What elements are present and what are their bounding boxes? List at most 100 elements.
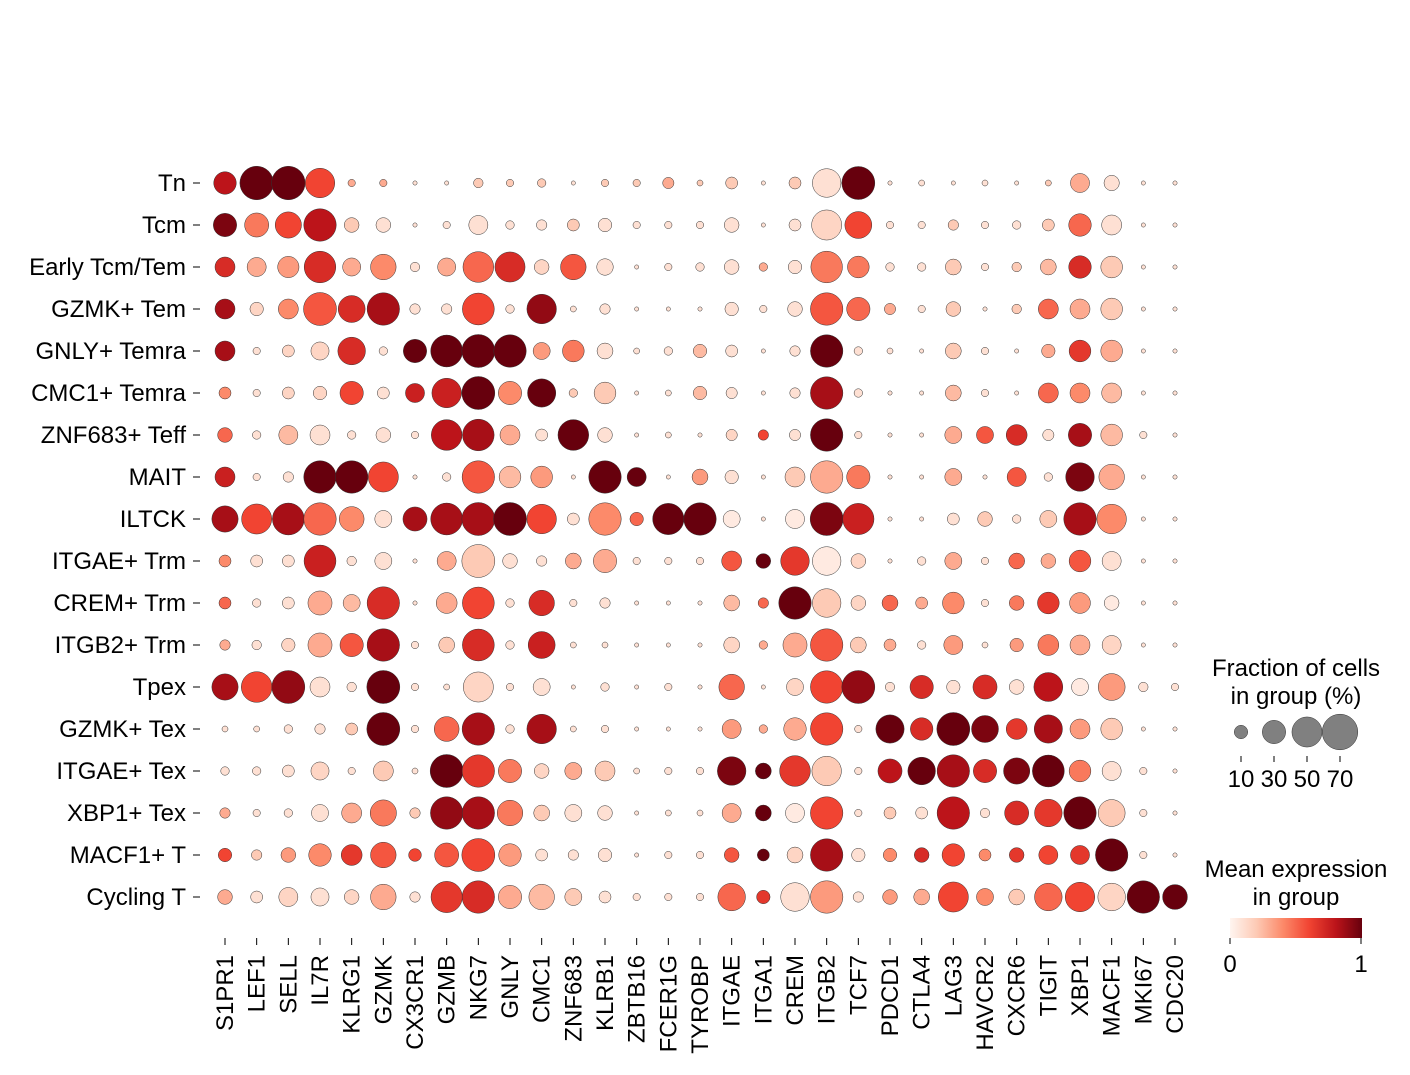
dot-mki67-row-10 bbox=[1140, 600, 1146, 606]
gene-label: IL7R bbox=[307, 955, 334, 1006]
color-legend-title-line1: Mean expression bbox=[1205, 856, 1388, 883]
dot-gnly-row-6 bbox=[499, 424, 521, 446]
dot-mki67-row-9 bbox=[1140, 558, 1146, 564]
dot-itga1-row-6 bbox=[757, 429, 769, 441]
group-label: ITGAE+ Trm bbox=[52, 548, 186, 575]
dot-tyrobp-row-17 bbox=[696, 893, 704, 901]
dot-itga1-row-2 bbox=[758, 262, 768, 272]
gene-label: CREM bbox=[782, 955, 809, 1026]
dot-itga1-row-12 bbox=[760, 684, 766, 690]
dot-zbtb16-row-3 bbox=[634, 306, 640, 312]
dot-gzmk-row-0 bbox=[379, 179, 388, 187]
dot-gzmb-row-6 bbox=[431, 419, 463, 451]
dot-pdcd1-row-6 bbox=[887, 432, 893, 438]
dot-tigit-row-16 bbox=[1038, 845, 1059, 865]
dot-lef1-row-7 bbox=[252, 473, 261, 481]
dot-fcer1g-row-16 bbox=[664, 851, 673, 859]
dot-havcr2-row-4 bbox=[981, 347, 989, 355]
dot-cx3cr1-row-4 bbox=[403, 339, 427, 363]
dot-itga1-row-7 bbox=[760, 474, 766, 480]
gene-label: CDC20 bbox=[1162, 955, 1189, 1034]
dot-gzmb-row-17 bbox=[430, 881, 463, 913]
gene-label: HAVCR2 bbox=[972, 955, 999, 1051]
dot-macf1-row-5 bbox=[1101, 382, 1122, 404]
dot-lef1-row-8 bbox=[241, 503, 272, 535]
dot-tyrobp-row-13 bbox=[697, 726, 703, 732]
dot-zbtb16-row-15 bbox=[634, 810, 640, 816]
dot-gnly-row-5 bbox=[498, 381, 522, 405]
dot-gnly-row-17 bbox=[498, 885, 522, 909]
dot-xbp1-row-16 bbox=[1070, 845, 1090, 865]
dot-ctla4-row-10 bbox=[915, 596, 928, 610]
dot-itgae-row-15 bbox=[721, 803, 742, 823]
gene-label: PDCD1 bbox=[877, 955, 904, 1036]
dot-fcer1g-row-6 bbox=[665, 431, 672, 439]
dot-xbp1-row-11 bbox=[1069, 634, 1091, 656]
gene-label: TYROBP bbox=[687, 955, 714, 1054]
dot-tyrobp-row-6 bbox=[697, 432, 703, 438]
dot-tcf7-row-6 bbox=[854, 431, 863, 439]
dot-gzmk-row-13 bbox=[366, 712, 401, 746]
dot-pdcd1-row-11 bbox=[883, 638, 897, 652]
group-label: CMC1+ Temra bbox=[31, 380, 187, 407]
dot-cxcr6-row-9 bbox=[1008, 552, 1025, 570]
dot-cx3cr1-row-17 bbox=[409, 891, 421, 903]
dot-lag3-row-12 bbox=[946, 680, 961, 694]
dot-sell-row-7 bbox=[282, 471, 294, 483]
dot-fcer1g-row-9 bbox=[664, 557, 673, 565]
dot-macf1-row-14 bbox=[1101, 761, 1122, 781]
dot-itga1-row-9 bbox=[755, 553, 771, 569]
dot-ctla4-row-16 bbox=[914, 847, 930, 863]
dot-gzmk-row-2 bbox=[370, 253, 397, 281]
dot-s1pr1-row-3 bbox=[214, 298, 236, 320]
dot-fcer1g-row-2 bbox=[664, 263, 673, 271]
dot-gzmb-row-3 bbox=[441, 303, 453, 315]
dot-znf683-row-5 bbox=[568, 388, 578, 398]
dot-sell-row-8 bbox=[272, 502, 305, 536]
dot-gnly-row-8 bbox=[493, 502, 527, 536]
dot-itgb2-row-6 bbox=[810, 418, 844, 452]
dot-s1pr1-row-16 bbox=[218, 848, 232, 862]
dot-klrg1-row-16 bbox=[340, 844, 363, 866]
dot-gzmb-row-2 bbox=[437, 257, 456, 277]
dot-zbtb16-row-9 bbox=[632, 557, 641, 565]
dot-tigit-row-13 bbox=[1033, 714, 1063, 744]
dot-xbp1-row-4 bbox=[1068, 339, 1092, 363]
gene-label: KLRG1 bbox=[339, 955, 366, 1034]
dot-gzmk-row-4 bbox=[378, 346, 388, 356]
gene-label: ITGB2 bbox=[814, 955, 841, 1024]
dot-ctla4-row-17 bbox=[913, 888, 930, 906]
dot-xbp1-row-14 bbox=[1068, 759, 1092, 783]
dot-tcf7-row-14 bbox=[854, 767, 863, 775]
group-label: ITGB2+ Trm bbox=[55, 632, 186, 659]
dot-klrb1-row-0 bbox=[601, 179, 609, 187]
dot-nkg7-row-15 bbox=[461, 796, 495, 830]
dot-cdc20-row-17 bbox=[1162, 884, 1188, 910]
dot-klrg1-row-2 bbox=[342, 257, 361, 277]
dot-cx3cr1-row-14 bbox=[411, 767, 419, 775]
dot-cx3cr1-row-3 bbox=[409, 303, 421, 315]
dot-cx3cr1-row-2 bbox=[409, 261, 421, 273]
dot-gzmk-row-12 bbox=[366, 670, 401, 704]
colorbar-min-label: 0 bbox=[1223, 951, 1236, 978]
dot-znf683-row-12 bbox=[570, 684, 576, 690]
dot-itgae-row-1 bbox=[724, 217, 740, 233]
dot-itgb2-row-14 bbox=[811, 755, 842, 787]
dot-sell-row-13 bbox=[283, 724, 293, 734]
dot-gzmk-row-17 bbox=[370, 883, 397, 911]
dot-zbtb16-row-16 bbox=[634, 852, 640, 858]
dot-tigit-row-5 bbox=[1038, 382, 1059, 404]
dot-gnly-row-7 bbox=[498, 465, 522, 489]
dot-sell-row-5 bbox=[282, 386, 295, 400]
dot-cdc20-row-8 bbox=[1172, 516, 1178, 522]
dot-mki67-row-12 bbox=[1138, 681, 1149, 693]
dot-cxcr6-row-15 bbox=[1004, 800, 1029, 826]
dot-tcf7-row-3 bbox=[846, 297, 871, 321]
dot-znf683-row-6 bbox=[557, 419, 589, 451]
dot-itgb2-row-4 bbox=[810, 334, 844, 368]
dot-tigit-row-10 bbox=[1037, 591, 1060, 615]
dot-macf1-row-8 bbox=[1096, 503, 1127, 535]
dot-cxcr6-row-11 bbox=[1009, 638, 1024, 652]
dot-znf683-row-11 bbox=[570, 641, 577, 649]
gene-label: XBP1 bbox=[1067, 955, 1094, 1016]
